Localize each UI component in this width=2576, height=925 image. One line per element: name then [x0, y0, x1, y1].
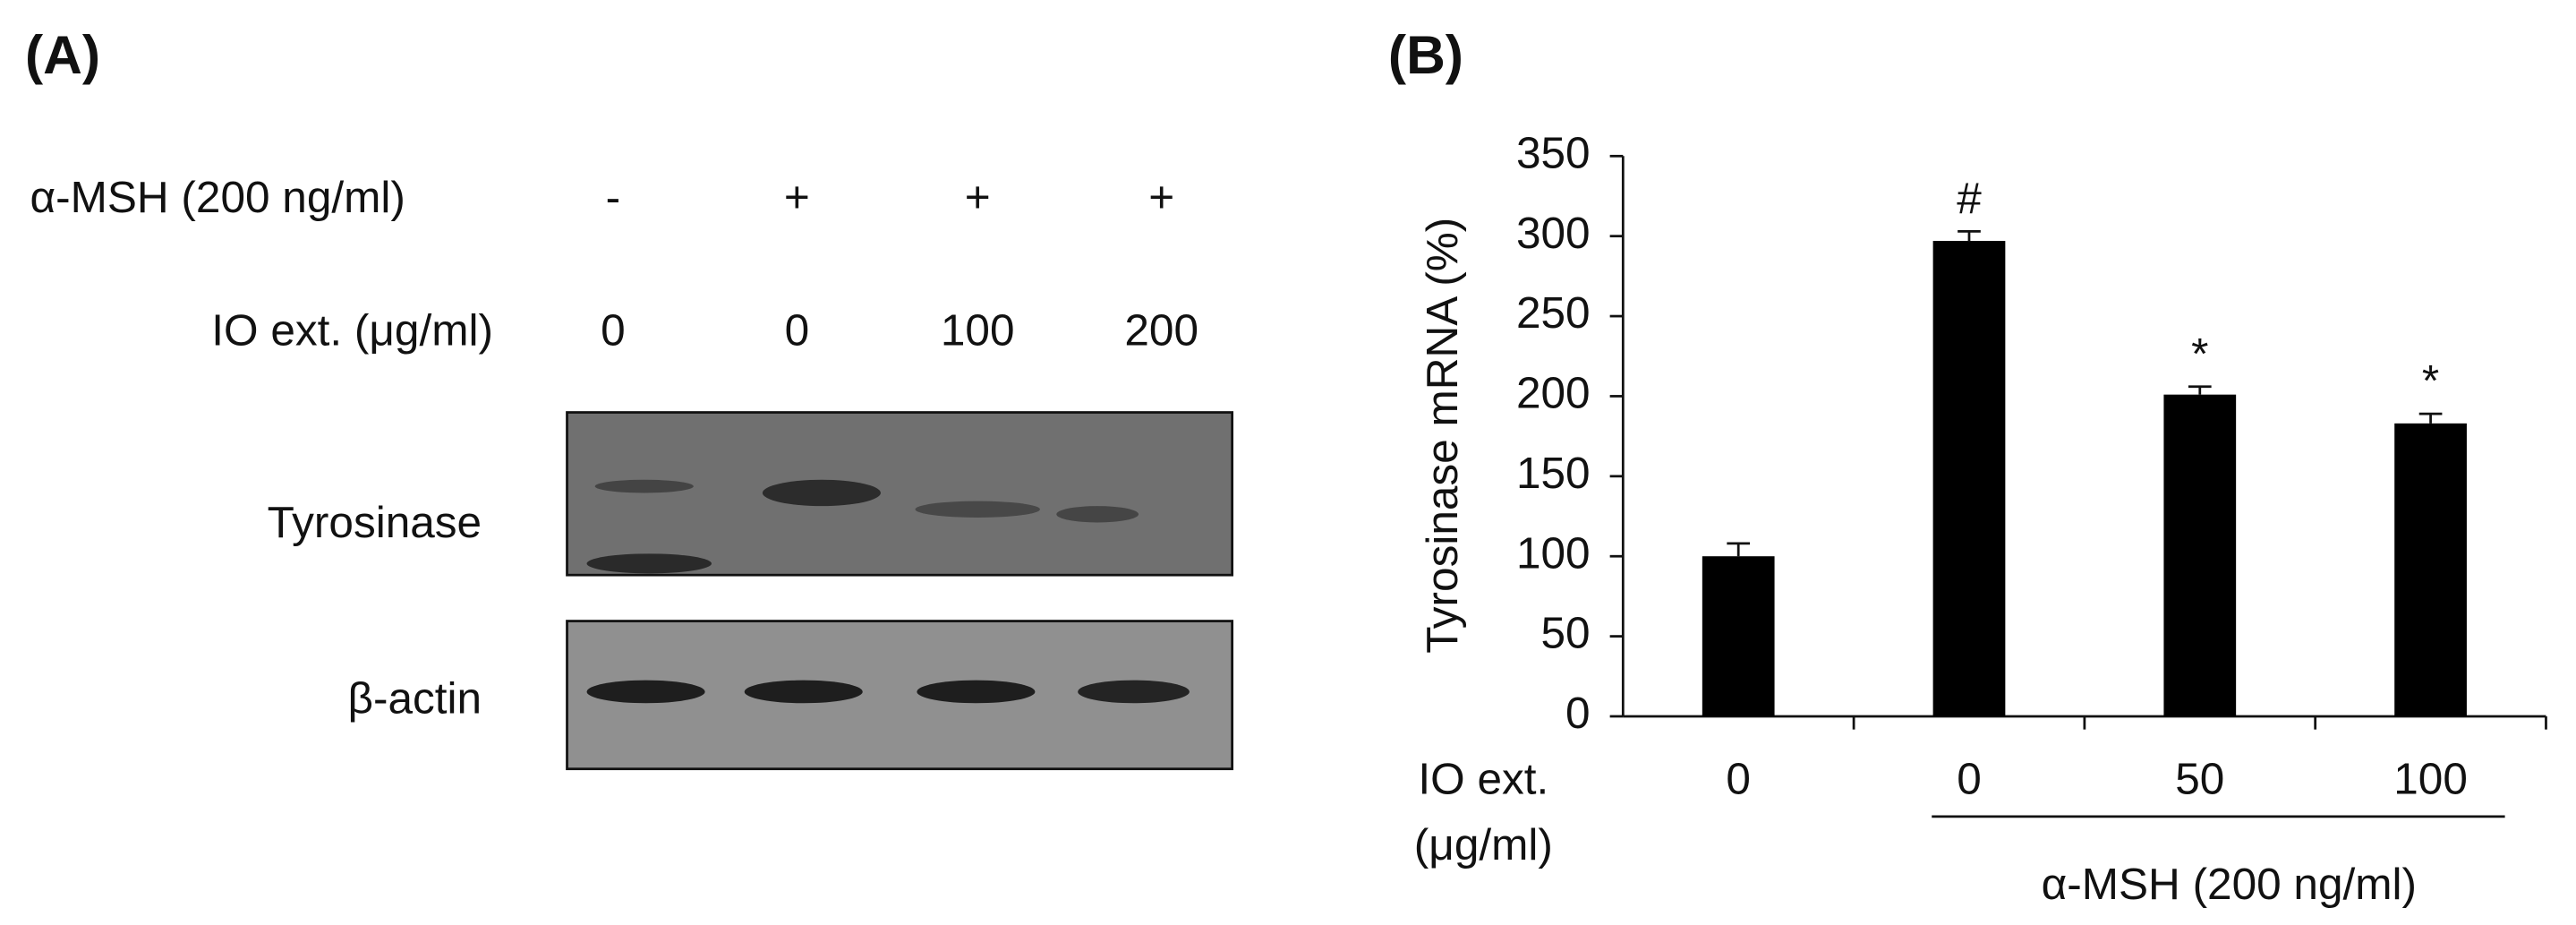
bar	[1702, 556, 1775, 716]
y-axis-label: Tyrosinase mRNA (%)	[1418, 218, 1467, 654]
y-tick-label: 100	[1516, 528, 1591, 578]
lane-label: -	[606, 173, 621, 222]
panel-label: (B)	[1388, 24, 1463, 85]
lane-label: +	[1148, 173, 1174, 222]
blot-label: Tyrosinase	[268, 498, 482, 547]
bar	[1932, 241, 2006, 716]
error-bar	[2418, 412, 2443, 424]
y-tick-label: 250	[1516, 288, 1591, 338]
lane-label: 0	[785, 306, 810, 355]
annotation: *	[2422, 356, 2439, 406]
y-tick-label: 350	[1516, 128, 1591, 177]
y-tick-label: 0	[1565, 689, 1591, 738]
annotation: #	[1957, 174, 1982, 223]
x-tick-label: 100	[2393, 754, 2468, 803]
blot-actin	[566, 620, 1233, 771]
bar	[2163, 394, 2237, 716]
panel-label: (A)	[25, 24, 100, 85]
x-axis-label: IO ext.	[1418, 754, 1548, 803]
y-tick-label: 50	[1541, 609, 1591, 658]
y-tick-label: 200	[1516, 369, 1591, 418]
row-label: α-MSH (200 ng/ml)	[30, 173, 405, 222]
x-tick-label: 0	[1726, 754, 1751, 803]
lane-label: 100	[941, 306, 1015, 355]
blot-tyrosinase	[566, 411, 1233, 577]
error-bar	[2188, 385, 2212, 395]
bar	[2394, 423, 2467, 716]
error-bar	[1958, 229, 1981, 242]
lane-labels: - + + + 0 0 100 200	[601, 173, 1198, 355]
lane-label: +	[965, 173, 991, 222]
y-tick-label: 150	[1516, 449, 1591, 498]
lane-label: 0	[601, 306, 626, 355]
group-label: α-MSH (200 ng/ml)	[2042, 860, 2417, 909]
error-bar	[1727, 542, 1751, 557]
annotation: *	[2191, 330, 2208, 379]
x-axis-label: (μg/ml)	[1414, 820, 1553, 869]
x-tick-label: 0	[1957, 754, 1982, 803]
lane-label: +	[784, 173, 810, 222]
blot-label: β-actin	[348, 674, 482, 724]
x-tick-label: 50	[2175, 754, 2224, 803]
y-tick-label: 300	[1516, 209, 1591, 258]
lane-label: 200	[1124, 306, 1198, 355]
row-label: IO ext. (μg/ml)	[211, 306, 493, 355]
